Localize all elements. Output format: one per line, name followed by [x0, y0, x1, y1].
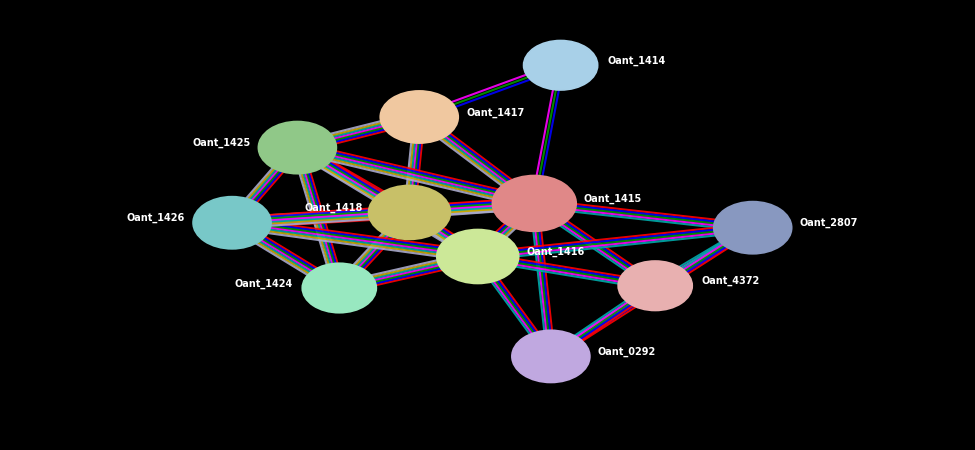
Text: Oant_1418: Oant_1418 [304, 203, 363, 213]
Text: Oant_1415: Oant_1415 [583, 194, 642, 204]
Ellipse shape [369, 185, 450, 239]
Text: Oant_1426: Oant_1426 [127, 213, 185, 223]
Ellipse shape [512, 330, 590, 382]
Text: Oant_1416: Oant_1416 [526, 247, 585, 257]
Text: Oant_0292: Oant_0292 [598, 347, 656, 357]
Ellipse shape [380, 91, 458, 143]
Ellipse shape [492, 176, 576, 231]
Ellipse shape [437, 230, 519, 284]
Ellipse shape [258, 122, 336, 174]
Ellipse shape [524, 40, 598, 90]
Ellipse shape [714, 202, 792, 254]
Ellipse shape [618, 261, 692, 310]
Text: Oant_1417: Oant_1417 [466, 108, 525, 117]
Text: Oant_1425: Oant_1425 [192, 138, 251, 148]
Text: Oant_2807: Oant_2807 [800, 218, 858, 228]
Ellipse shape [302, 263, 376, 313]
Text: Oant_1414: Oant_1414 [607, 56, 666, 66]
Text: Oant_1424: Oant_1424 [234, 279, 292, 288]
Text: Oant_4372: Oant_4372 [702, 276, 760, 286]
Ellipse shape [193, 197, 271, 249]
